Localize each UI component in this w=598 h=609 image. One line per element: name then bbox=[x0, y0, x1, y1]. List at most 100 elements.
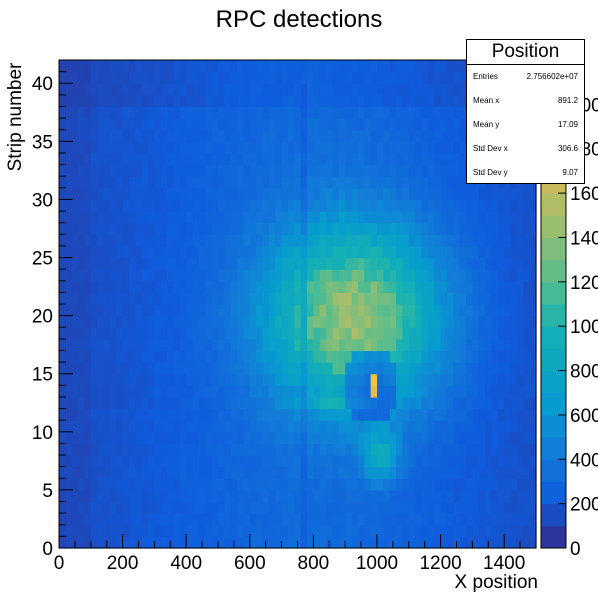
heatmap-cell bbox=[237, 385, 245, 398]
heatmap-cell bbox=[338, 350, 346, 363]
heatmap-cell bbox=[446, 408, 454, 421]
heatmap-cell bbox=[275, 187, 283, 201]
heatmap-cell bbox=[377, 408, 384, 421]
heatmap-cell bbox=[243, 141, 251, 154]
heatmap-cell bbox=[230, 280, 238, 293]
heatmap-cell bbox=[141, 350, 149, 363]
heatmap-cell bbox=[377, 129, 384, 142]
heatmap-cell bbox=[59, 338, 66, 352]
heatmap-cell bbox=[466, 524, 473, 537]
heatmap-cell bbox=[211, 245, 219, 259]
heatmap-cell bbox=[148, 118, 155, 131]
heatmap-cell bbox=[281, 362, 289, 375]
heatmap-cell bbox=[122, 106, 130, 119]
heatmap-cell bbox=[192, 199, 200, 212]
heatmap-cell bbox=[345, 455, 353, 468]
heatmap-cell bbox=[275, 524, 283, 537]
heatmap-cell bbox=[345, 431, 353, 445]
heatmap-cell bbox=[345, 176, 353, 189]
heatmap-cell bbox=[186, 129, 194, 142]
heatmap-cell bbox=[408, 350, 416, 363]
heatmap-cell bbox=[516, 199, 524, 212]
heatmap-cell bbox=[472, 327, 480, 340]
heatmap-cell bbox=[434, 350, 442, 363]
heatmap-cell bbox=[128, 536, 136, 549]
heatmap-cell bbox=[402, 338, 410, 352]
heatmap-cell bbox=[186, 60, 194, 73]
heatmap-cell bbox=[415, 327, 423, 340]
heatmap-cell bbox=[351, 199, 359, 212]
heatmap-cell bbox=[434, 199, 442, 212]
heatmap-cell bbox=[97, 199, 105, 212]
heatmap-cell bbox=[179, 71, 187, 84]
heatmap-cell bbox=[192, 455, 200, 468]
heatmap-cell bbox=[446, 106, 454, 119]
heatmap-cell bbox=[453, 338, 461, 352]
heatmap-cell bbox=[135, 292, 143, 305]
heatmap-cell bbox=[300, 94, 308, 108]
heatmap-cell bbox=[415, 129, 423, 142]
heatmap-cell bbox=[268, 431, 276, 445]
heatmap-cell bbox=[211, 315, 219, 328]
heatmap-cell bbox=[97, 176, 105, 189]
heatmap-cell bbox=[135, 118, 143, 131]
heatmap-cell bbox=[167, 385, 175, 398]
heatmap-cell bbox=[338, 478, 346, 491]
heatmap-cell bbox=[434, 420, 442, 433]
heatmap-cell bbox=[364, 489, 372, 503]
heatmap-cell bbox=[243, 118, 251, 131]
heatmap-cell bbox=[167, 176, 175, 189]
heatmap-cell bbox=[218, 292, 225, 305]
heatmap-cell bbox=[97, 71, 105, 84]
heatmap-cell bbox=[65, 280, 73, 293]
heatmap-cell bbox=[510, 269, 518, 282]
heatmap-cell bbox=[370, 420, 378, 433]
heatmap-cell bbox=[351, 338, 359, 352]
heatmap-cell bbox=[326, 106, 334, 119]
heatmap-cell bbox=[504, 396, 512, 410]
heatmap-cell bbox=[319, 501, 327, 514]
heatmap-cell bbox=[192, 222, 200, 235]
y-tick-label: 30 bbox=[32, 190, 53, 211]
heatmap-cell bbox=[237, 211, 245, 224]
heatmap-cell bbox=[300, 222, 308, 235]
heatmap-cell bbox=[377, 176, 384, 189]
heatmap-cell bbox=[230, 385, 238, 398]
heatmap-cell bbox=[243, 443, 251, 456]
heatmap-cell bbox=[160, 71, 168, 84]
heatmap-cell bbox=[116, 292, 124, 305]
heatmap-cell bbox=[370, 152, 378, 166]
heatmap-cell bbox=[167, 304, 175, 317]
heatmap-cell bbox=[338, 408, 346, 421]
heatmap-cell bbox=[109, 245, 117, 259]
heatmap-cell bbox=[116, 466, 124, 479]
heatmap-cell bbox=[510, 408, 518, 421]
heatmap-cell bbox=[370, 199, 378, 212]
heatmap-cell bbox=[59, 129, 66, 142]
heatmap-cell bbox=[262, 280, 270, 293]
heatmap-cell bbox=[84, 304, 92, 317]
heatmap-cell bbox=[116, 106, 124, 119]
heatmap-cell bbox=[59, 187, 66, 201]
heatmap-cell bbox=[434, 443, 442, 456]
heatmap-cell bbox=[211, 60, 219, 73]
heatmap-cell bbox=[141, 455, 149, 468]
heatmap-cell bbox=[383, 129, 391, 142]
heatmap-cell bbox=[218, 83, 225, 96]
heatmap-cell bbox=[434, 489, 442, 503]
heatmap-cell bbox=[148, 280, 155, 293]
heatmap-cell bbox=[249, 315, 257, 328]
heatmap-cell bbox=[364, 396, 372, 410]
heatmap-cell bbox=[396, 489, 404, 503]
heatmap-cell bbox=[179, 269, 187, 282]
heatmap-cell bbox=[307, 141, 314, 154]
heatmap-cell bbox=[307, 199, 314, 212]
heatmap-cell bbox=[243, 222, 251, 235]
heatmap-cell bbox=[262, 362, 270, 375]
heatmap-cell bbox=[211, 536, 219, 549]
heatmap-cell bbox=[415, 466, 423, 479]
heatmap-cell bbox=[78, 315, 86, 328]
heatmap-cell bbox=[173, 362, 181, 375]
heatmap-cell bbox=[408, 396, 416, 410]
heatmap-cell bbox=[211, 164, 219, 177]
